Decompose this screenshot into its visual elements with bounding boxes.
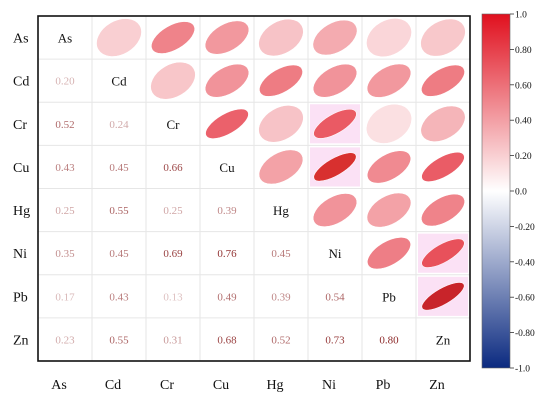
- correlation-value: 0.45: [109, 248, 129, 260]
- y-axis-label: Pb: [13, 290, 28, 305]
- colorbar-tick-label: 0.60: [515, 81, 532, 91]
- diagonal-label: Pb: [382, 289, 396, 304]
- correlation-ellipse: [366, 63, 412, 98]
- correlation-ellipse: [420, 18, 466, 57]
- correlation-value: 0.13: [163, 291, 183, 303]
- x-axis-labels: As Cd Cr Cu Hg Ni Pb Zn: [51, 378, 445, 393]
- matrix-cells: As 0.20 Cd 0.52 0.24 Cr 0.43 0.45 0.66 Cu 0.25 0.55…: [55, 18, 466, 347]
- correlation-value: 0.35: [55, 248, 75, 260]
- correlation-value: 0.39: [271, 291, 291, 303]
- correlation-ellipse: [313, 152, 357, 182]
- diagonal-label: Cu: [219, 160, 235, 175]
- colorbar-tick-label: 0.20: [515, 152, 532, 162]
- diagonal-label: As: [58, 31, 72, 46]
- correlation-value: 0.80: [379, 334, 399, 346]
- correlation-ellipse: [312, 193, 358, 227]
- correlation-value: 0.31: [163, 334, 182, 346]
- y-axis-label: Hg: [13, 204, 30, 219]
- correlation-ellipse: [366, 18, 412, 58]
- diagonal-label: Ni: [329, 246, 342, 261]
- correlation-ellipse: [421, 282, 465, 311]
- correlation-value: 0.43: [109, 291, 129, 303]
- correlation-value: 0.49: [217, 291, 237, 303]
- correlation-value: 0.23: [55, 334, 75, 346]
- y-axis-label: Zn: [13, 333, 29, 348]
- correlation-ellipse: [258, 105, 304, 143]
- correlation-ellipse: [366, 103, 412, 144]
- correlation-ellipse: [366, 192, 412, 228]
- correlation-ellipse: [313, 108, 357, 139]
- correlation-ellipse: [204, 20, 250, 55]
- colorbar-tick-label: 0.40: [515, 117, 532, 127]
- colorbar-tick-label: -0.40: [515, 258, 535, 268]
- correlation-value: 0.45: [271, 248, 291, 260]
- diagonal-label: Cd: [111, 74, 127, 89]
- correlation-value: 0.52: [55, 119, 74, 131]
- correlation-ellipse: [367, 150, 411, 184]
- colorbar-tick-label: 0.80: [515, 46, 532, 56]
- x-axis-label: Hg: [266, 378, 283, 393]
- correlation-ellipse: [258, 149, 304, 185]
- correlation-ellipse: [204, 63, 250, 98]
- diagonal-label: Hg: [273, 203, 289, 218]
- colorbar-tick-label: -1.0: [515, 365, 530, 375]
- y-axis-label: As: [13, 32, 29, 47]
- colorbar-tick-label: 1.0: [515, 11, 527, 21]
- diagonal-label: Cr: [167, 117, 181, 132]
- correlation-ellipse: [96, 18, 142, 57]
- correlation-value: 0.20: [55, 76, 75, 88]
- correlation-ellipse: [259, 64, 303, 97]
- colorbar-gradient: [481, 13, 511, 369]
- correlation-value: 0.69: [163, 248, 183, 260]
- correlation-value: 0.73: [325, 334, 345, 346]
- correlation-ellipse: [421, 238, 465, 268]
- y-axis-label: Cu: [13, 161, 29, 176]
- x-axis-label: Pb: [376, 378, 391, 393]
- correlation-value: 0.25: [163, 205, 183, 217]
- y-axis-label: Cr: [13, 118, 27, 133]
- x-axis-label: Cr: [160, 378, 174, 393]
- correlation-ellipse: [421, 152, 465, 182]
- x-axis-label: Cd: [105, 378, 121, 393]
- diagonal-label: Zn: [436, 332, 451, 347]
- correlation-ellipse: [205, 108, 249, 139]
- correlation-value: 0.66: [163, 162, 183, 174]
- colorbar: 1.0 0.80 0.60 0.40 0.20 0.0 -0.20 -0.40 -0.60 -0.…: [481, 11, 535, 375]
- correlation-value: 0.24: [109, 119, 129, 131]
- correlation-value: 0.54: [325, 291, 345, 303]
- grid-lines: [38, 16, 470, 361]
- x-axis-label: Cu: [213, 378, 229, 393]
- colorbar-tick-label: 0.0: [515, 188, 527, 198]
- correlation-ellipse: [420, 105, 466, 142]
- correlation-value: 0.55: [109, 205, 129, 217]
- y-axis-labels: As Cd Cr Cu Hg Ni Pb Zn: [13, 32, 30, 349]
- correlation-value: 0.25: [55, 205, 75, 217]
- y-axis-label: Cd: [13, 75, 29, 90]
- correlation-value: 0.39: [217, 205, 237, 217]
- x-axis-label: Zn: [429, 378, 445, 393]
- correlation-ellipse: [367, 237, 411, 270]
- correlation-value: 0.76: [217, 248, 237, 260]
- x-axis-label: Ni: [322, 378, 336, 393]
- colorbar-tick-label: -0.60: [515, 294, 535, 304]
- correlation-ellipse: [151, 21, 195, 54]
- colorbar-tick-label: -0.20: [515, 223, 535, 233]
- correlation-value: 0.55: [109, 334, 129, 346]
- correlation-value: 0.45: [109, 162, 129, 174]
- correlation-ellipse: [312, 63, 358, 98]
- x-axis-label: As: [51, 378, 67, 393]
- colorbar-tick-label: -0.80: [515, 329, 535, 339]
- correlation-ellipse: [421, 64, 465, 97]
- correlation-value: 0.17: [55, 291, 75, 303]
- correlation-ellipse: [150, 61, 196, 100]
- correlation-ellipse: [312, 19, 358, 56]
- correlation-value: 0.68: [217, 334, 237, 346]
- correlation-ellipse: [258, 18, 304, 57]
- correlation-value: 0.52: [271, 334, 290, 346]
- plot-frame: [37, 15, 471, 362]
- y-axis-label: Ni: [13, 247, 27, 262]
- correlation-value: 0.43: [55, 162, 75, 174]
- correlation-ellipse: [421, 193, 465, 227]
